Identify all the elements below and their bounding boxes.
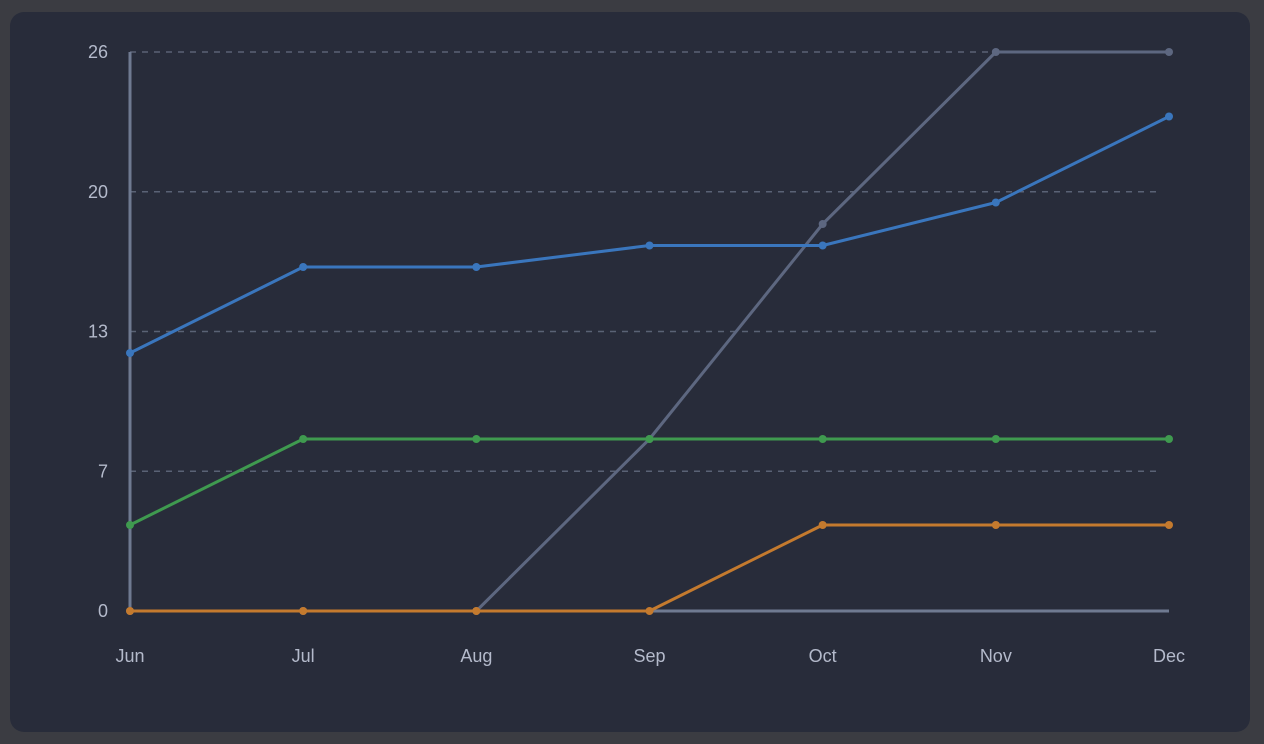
y-tick-label: 13	[88, 322, 108, 342]
x-tick-label: Oct	[809, 646, 837, 666]
series-0-point	[1165, 48, 1173, 56]
x-tick-label: Aug	[460, 646, 492, 666]
series-2-point	[818, 435, 827, 443]
series-2-point	[472, 435, 481, 443]
series-2-point	[991, 435, 1000, 443]
x-tick-label: Nov	[980, 646, 1012, 666]
x-tick-label: Jun	[115, 646, 144, 666]
x-tick-label: Dec	[1153, 646, 1185, 666]
series-line-1	[129, 115, 1170, 355]
series-2-point	[299, 435, 308, 443]
series-1-point	[1165, 112, 1173, 121]
series-3-point	[1165, 521, 1173, 529]
series-3-point	[818, 521, 827, 529]
series-1-point	[645, 241, 654, 250]
y-tick-label: 20	[88, 182, 108, 202]
series-3-point	[472, 607, 481, 615]
y-tick-label: 26	[88, 42, 108, 62]
series-1-point	[472, 263, 481, 271]
series-3-point	[991, 521, 1000, 529]
series-3-point	[126, 607, 134, 615]
series-1-point	[818, 241, 827, 250]
y-tick-label: 7	[98, 461, 108, 481]
series-2-point	[1165, 435, 1173, 443]
series-2-point	[126, 521, 134, 529]
series-2-point	[645, 435, 654, 443]
series-3-point	[299, 607, 308, 615]
y-tick-label: 0	[98, 601, 108, 621]
series-1-point	[126, 349, 134, 357]
x-tick-label: Jul	[292, 646, 315, 666]
series-line-3	[130, 523, 1169, 613]
series-3-point	[645, 607, 654, 615]
series-0-point	[991, 48, 1000, 56]
x-tick-label: Sep	[633, 646, 665, 666]
series-1-point	[299, 263, 308, 271]
series-line-2	[129, 437, 1169, 527]
series-1-point	[991, 198, 1000, 207]
series-0-point	[818, 220, 827, 228]
